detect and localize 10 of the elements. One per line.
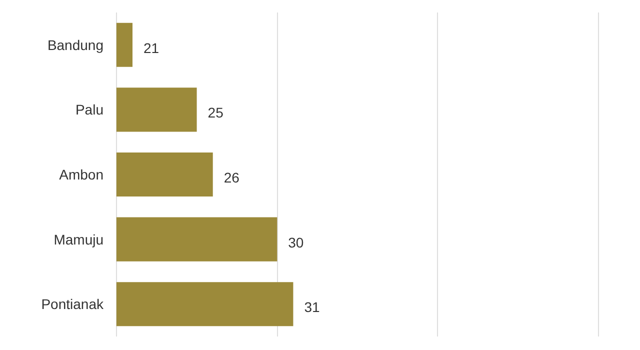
data-label: 30 <box>288 234 304 250</box>
data-label: 31 <box>304 299 320 316</box>
y-tick-label: Mamuju <box>54 231 104 248</box>
data-label: 26 <box>224 170 240 186</box>
data-label: 21 <box>144 40 160 56</box>
y-tick-label: Bandung <box>47 36 104 53</box>
y-tick-label: Ambon <box>59 166 104 182</box>
y-tick-label: Palu <box>75 102 104 118</box>
data-label: 25 <box>208 104 224 121</box>
y-tick-label: Pontianak <box>41 296 104 312</box>
